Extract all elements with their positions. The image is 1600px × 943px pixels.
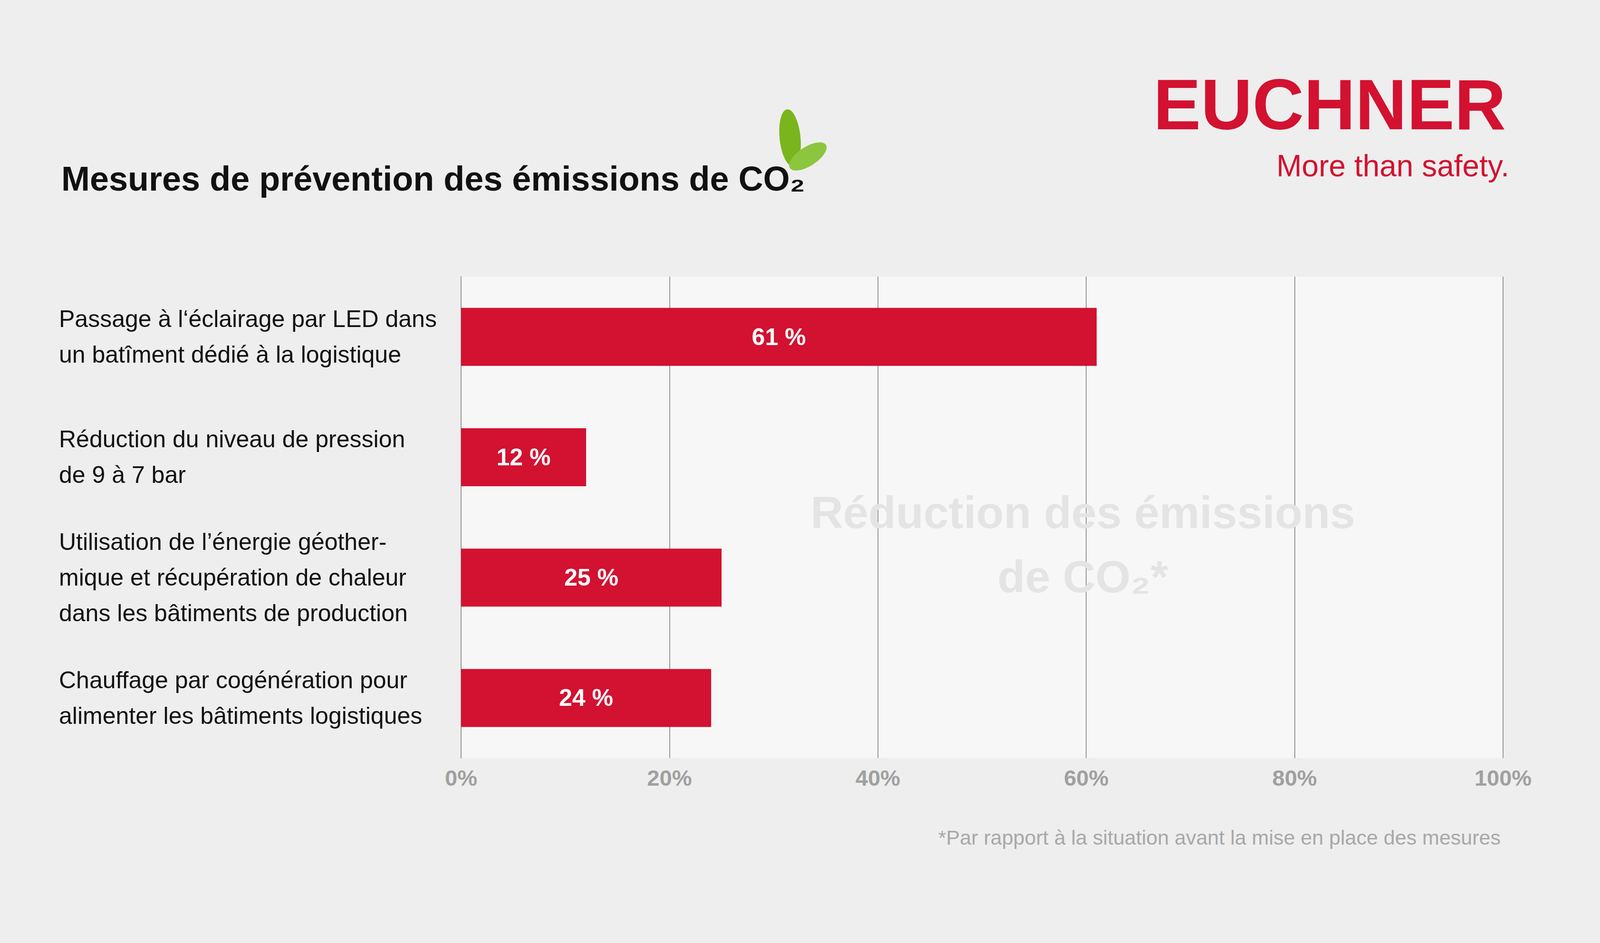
svg-text:More than safety.: More than safety. <box>1276 148 1510 184</box>
svg-text:mique et récupération de chale: mique et récupération de chaleur <box>58 564 407 591</box>
svg-text:Mesures de prévention des émis: Mesures de prévention des émissions de C… <box>61 159 806 198</box>
svg-text:*Par rapport à la situation av: *Par rapport à la situation avant la mis… <box>938 826 1501 849</box>
svg-text:20%: 20% <box>646 765 692 791</box>
svg-text:de 9 à 7 bar: de 9 à 7 bar <box>58 461 186 489</box>
svg-text:12 %: 12 % <box>496 443 551 471</box>
svg-text:Passage à l‘éclairage par LED: Passage à l‘éclairage par LED dans <box>58 305 437 333</box>
svg-text:Chauffage par cogénération pou: Chauffage par cogénération pour <box>58 666 408 694</box>
svg-text:80%: 80% <box>1272 765 1318 791</box>
svg-text:24 %: 24 % <box>559 684 614 712</box>
svg-text:Réduction du niveau de pressio: Réduction du niveau de pression <box>58 425 405 453</box>
svg-text:61 %: 61 % <box>751 323 807 351</box>
svg-text:40%: 40% <box>855 765 901 791</box>
svg-text:100%: 100% <box>1474 765 1532 791</box>
svg-text:Utilisation de l’énergie géoth: Utilisation de l’énergie géother- <box>58 528 387 556</box>
svg-text:de CO₂*: de CO₂* <box>997 551 1169 602</box>
svg-text:25 %: 25 % <box>564 564 619 591</box>
svg-text:60%: 60% <box>1063 765 1109 791</box>
svg-text:un batîment dédié à la logisti: un batîment dédié à la logistique <box>58 341 402 368</box>
svg-text:alimenter les bâtiments logist: alimenter les bâtiments logistiques <box>58 702 423 730</box>
svg-text:Réduction des émissions: Réduction des émissions <box>810 487 1356 538</box>
svg-text:dans les bâtiments de producti: dans les bâtiments de production <box>58 599 408 627</box>
svg-text:EUCHNER: EUCHNER <box>1153 64 1506 145</box>
svg-text:0%: 0% <box>444 765 478 791</box>
